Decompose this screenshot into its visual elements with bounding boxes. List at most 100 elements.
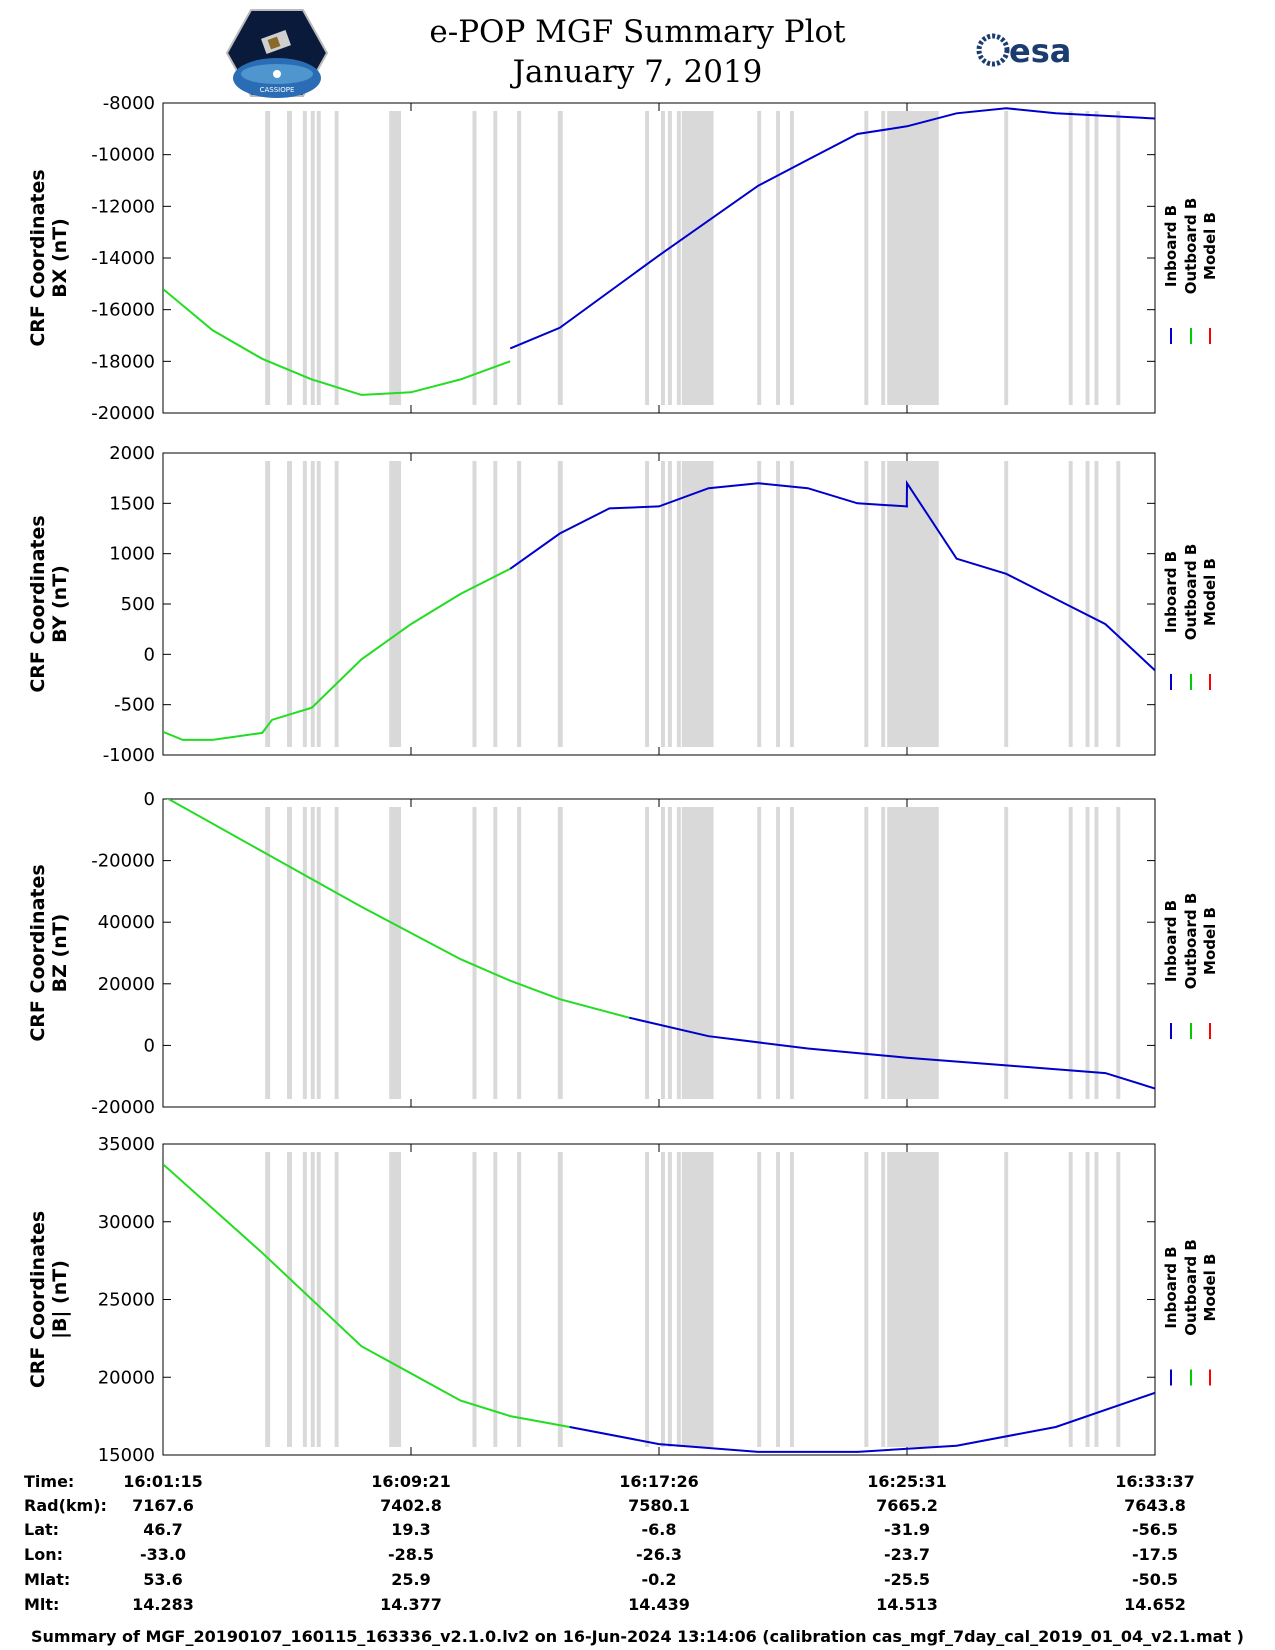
esa-logo: esa xyxy=(976,32,1071,70)
data-gap-band xyxy=(660,1152,665,1447)
data-gap-band xyxy=(1004,461,1009,747)
data-gap-band xyxy=(1085,111,1090,405)
data-gap-band xyxy=(1116,111,1121,405)
data-gap-band xyxy=(557,111,563,405)
y-tick-label: -14000 xyxy=(91,248,155,269)
info-row-label: Lon: xyxy=(24,1545,63,1564)
info-cell: 25.9 xyxy=(391,1570,431,1589)
y-tick-label: -500 xyxy=(114,695,155,716)
data-gap-band xyxy=(302,461,307,747)
info-cell: -56.5 xyxy=(1131,1520,1179,1539)
info-cell: 7580.1 xyxy=(628,1496,690,1515)
svg-text:CASSIOPE: CASSIOPE xyxy=(260,86,295,94)
data-gap-band xyxy=(493,807,498,1099)
info-row-label: Mlat: xyxy=(24,1570,71,1589)
series-line-outboard-b xyxy=(166,799,630,1019)
y-tick-label: 20000 xyxy=(98,1367,155,1388)
data-gap-band xyxy=(667,807,672,1099)
info-cell: -28.5 xyxy=(387,1545,435,1564)
data-gap-band xyxy=(1068,807,1073,1099)
info-cell: 7665.2 xyxy=(876,1496,938,1515)
data-gap-band xyxy=(334,111,339,405)
legend-label: Model B xyxy=(1201,212,1219,280)
data-gap-band xyxy=(1004,111,1009,405)
y-tick-label: 15000 xyxy=(98,1445,155,1466)
data-gap-band xyxy=(660,461,665,747)
data-gap-band xyxy=(681,461,714,747)
data-gap-band xyxy=(776,461,781,747)
data-gap-band xyxy=(334,807,339,1099)
y-tick-label: 1000 xyxy=(109,544,155,565)
data-gap-band xyxy=(881,1152,886,1447)
info-cell: 53.6 xyxy=(143,1570,183,1589)
info-cell: 7402.8 xyxy=(380,1496,442,1515)
data-gap-band xyxy=(789,461,794,747)
data-gap-band xyxy=(287,461,292,747)
chart-panel-4: 35000 30000 25000 20000 15000 CRF Coordinates… xyxy=(27,1134,1219,1466)
data-gap-band xyxy=(517,461,522,747)
data-gap-band xyxy=(1085,807,1090,1099)
data-gap-band xyxy=(1068,461,1073,747)
data-gap-band xyxy=(472,461,477,747)
chart-panel-1: -8000 -10000 -12000 -14000 -16000 -18000 -2000… xyxy=(27,93,1219,424)
data-gap-band xyxy=(1068,111,1073,405)
info-cell: -31.9 xyxy=(883,1520,931,1539)
series-line-inboard-b xyxy=(569,1391,1155,1453)
data-gap-band xyxy=(645,461,650,747)
y-tick-label: -16000 xyxy=(91,300,155,321)
legend-label: Inboard B xyxy=(1162,1246,1180,1328)
legend-label: Outboard B xyxy=(1182,893,1200,990)
y-tick-label: -10000 xyxy=(91,145,155,166)
data-gap-band xyxy=(667,461,672,747)
data-gap-band xyxy=(887,807,939,1099)
info-cell: -6.8 xyxy=(641,1520,677,1539)
data-gap-band xyxy=(1116,461,1121,747)
data-gap-band xyxy=(517,111,522,405)
data-gap-band xyxy=(316,807,321,1099)
data-gap-band xyxy=(493,461,498,747)
data-gap-band xyxy=(887,461,939,747)
data-gap-band xyxy=(864,1152,869,1447)
data-gap-band xyxy=(881,807,886,1099)
y-axis-label: CRF CoordinatesBY (nT) xyxy=(27,515,71,692)
y-tick-label: 30000 xyxy=(98,1212,155,1233)
svg-text:esa: esa xyxy=(1009,32,1071,70)
data-gap-band xyxy=(681,111,714,405)
info-cell: 14.652 xyxy=(1124,1595,1186,1614)
data-gap-band xyxy=(517,807,522,1099)
data-gap-band xyxy=(493,111,498,405)
info-cell: 16:33:37 xyxy=(1115,1472,1195,1491)
legend-label: Model B xyxy=(1201,907,1219,975)
data-gap-band xyxy=(472,807,477,1099)
info-cell: -25.5 xyxy=(883,1570,931,1589)
data-gap-band xyxy=(757,1152,762,1447)
data-gap-band xyxy=(472,111,477,405)
data-gap-band xyxy=(1094,807,1099,1099)
data-gap-band xyxy=(681,807,714,1099)
info-cell: 14.513 xyxy=(876,1595,938,1614)
series-line-outboard-b xyxy=(163,567,511,741)
data-gap-band xyxy=(302,1152,307,1447)
y-tick-label: 500 xyxy=(121,594,155,615)
data-gap-band xyxy=(667,1152,672,1447)
y-tick-label: -18000 xyxy=(91,351,155,372)
data-gap-band xyxy=(1116,807,1121,1099)
data-gap-band xyxy=(316,111,321,405)
y-axis-label: CRF CoordinatesBX (nT) xyxy=(27,169,71,346)
data-gap-band xyxy=(334,1152,339,1447)
data-gap-band xyxy=(645,1152,650,1447)
data-gap-band xyxy=(557,1152,563,1447)
info-cell: 7167.6 xyxy=(132,1496,194,1515)
series-line-inboard-b xyxy=(509,107,1155,350)
data-gap-band xyxy=(1094,461,1099,747)
data-gap-band xyxy=(1068,1152,1073,1447)
data-gap-band xyxy=(864,807,869,1099)
y-tick-label: -1000 xyxy=(103,745,155,766)
data-gap-band xyxy=(1004,807,1009,1099)
data-gap-band xyxy=(302,807,307,1099)
data-gap-band xyxy=(1094,1152,1099,1447)
data-gap-band xyxy=(776,1152,781,1447)
data-gap-band xyxy=(676,807,681,1099)
data-gap-band xyxy=(681,1152,714,1447)
